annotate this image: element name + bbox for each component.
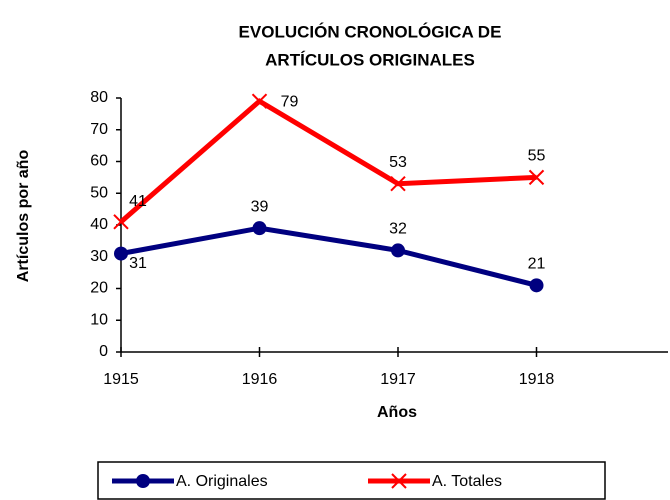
point: [391, 243, 405, 258]
legend-box: [97, 461, 606, 500]
point: [114, 246, 128, 261]
x-tick-label: 1917: [380, 371, 416, 388]
x-tick-label: 1916: [242, 371, 278, 388]
y-tick-label: 80: [90, 89, 108, 106]
line: [119, 98, 537, 224]
line: [120, 225, 538, 288]
data-label: 55: [528, 148, 546, 165]
data-label: 32: [389, 221, 407, 238]
data-label: 21: [528, 256, 546, 273]
data-label: 31: [129, 255, 147, 272]
point: [113, 214, 129, 230]
y-tick-label: 50: [90, 184, 108, 201]
point: [529, 278, 544, 293]
y-tick-label: 20: [90, 280, 108, 297]
y-tick-label: 10: [90, 311, 108, 328]
y-tick-label: 60: [90, 153, 108, 170]
point: [251, 93, 268, 109]
legend-marker: [391, 473, 407, 489]
legend-label: A. Originales: [176, 473, 268, 490]
x-tick-label: 1915: [103, 371, 139, 388]
data-label: 39: [251, 198, 269, 215]
chart-title: EVOLUCIÓN CRONOLÓGICA DE: [239, 22, 502, 41]
y-axis-label: Artículos por año: [15, 150, 32, 283]
y-tick-label: 30: [90, 248, 108, 265]
point: [528, 169, 545, 186]
y-tick-label: 40: [90, 216, 108, 233]
legend-label: A. Totales: [432, 473, 502, 490]
point: [390, 176, 406, 192]
chart-title: ARTÍCULOS ORIGINALES: [265, 50, 475, 69]
legend-marker: [136, 474, 150, 488]
y-tick-label: 70: [90, 121, 108, 138]
point: [252, 221, 267, 236]
data-label: 79: [281, 93, 299, 110]
data-label: 53: [389, 154, 407, 171]
data-label: 41: [129, 193, 147, 210]
x-tick-label: 1918: [519, 371, 555, 388]
x-axis-label: Años: [377, 404, 417, 421]
y-tick-label: 0: [99, 343, 108, 360]
